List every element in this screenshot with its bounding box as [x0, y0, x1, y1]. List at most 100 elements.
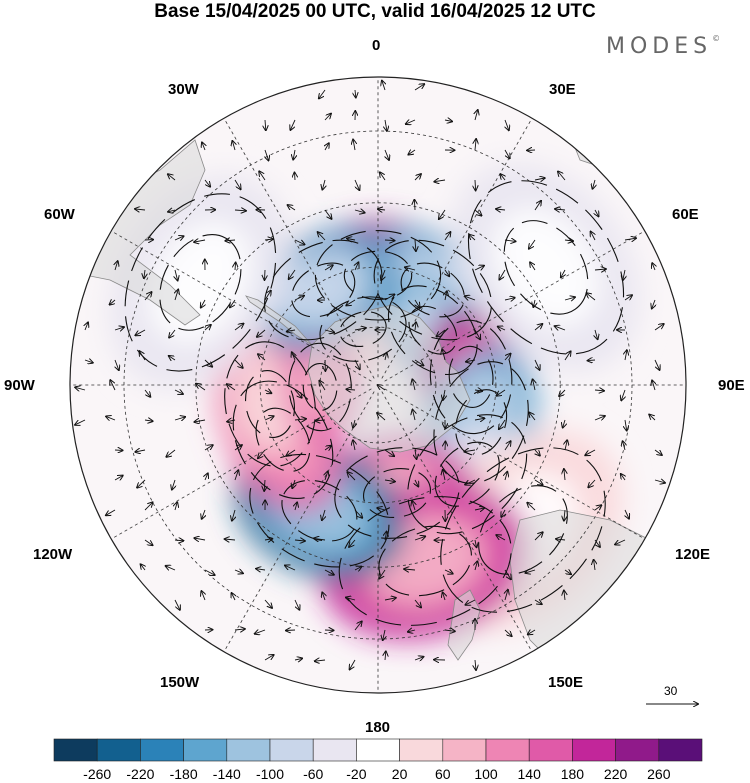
wind-arrow: [534, 201, 541, 211]
wind-arrow: [533, 379, 535, 391]
wind-arrow: [295, 173, 296, 181]
wind-arrow: [414, 657, 423, 660]
wind-arrow: [625, 350, 627, 361]
wind-arrow: [564, 509, 565, 521]
wind-arrow: [319, 381, 326, 391]
wind-arrow: [534, 324, 542, 331]
wind-arrow: [287, 330, 296, 331]
colorbar-swatch: [96, 738, 141, 762]
wind-arrow: [314, 538, 326, 540]
wind-arrow: [204, 359, 212, 367]
wind-arrow: [204, 179, 210, 187]
wind-arrow: [234, 629, 245, 630]
wind-arrow: [504, 149, 510, 158]
lon-label-30e: 30E: [549, 81, 576, 98]
wind-arrow: [353, 140, 355, 151]
wind-arrow: [535, 449, 540, 456]
wind-arrow: [384, 480, 395, 482]
wind-arrow: [324, 569, 334, 575]
wind-arrow: [444, 120, 452, 121]
wind-arrow: [497, 389, 506, 396]
wind-arrow: [415, 239, 416, 251]
wind-arrow: [384, 240, 394, 241]
wind-arrow: [144, 539, 153, 545]
wind-arrow: [475, 561, 477, 571]
wind-arrow: [234, 179, 241, 189]
wind-arrow: [505, 472, 507, 481]
wind-arrow: [347, 389, 356, 390]
wind-arrow: [498, 327, 506, 330]
wind-arrow: [528, 630, 536, 634]
streamline: [387, 285, 478, 376]
streamline: [400, 262, 465, 318]
colorbar-swatch: [528, 738, 573, 762]
streamline: [314, 230, 442, 321]
wind-arrow: [654, 450, 662, 455]
wind-arrow: [443, 470, 445, 481]
wind-arrow: [475, 539, 477, 547]
colorbar-tick-label: -260: [83, 766, 112, 782]
wind-arrow: [285, 566, 296, 571]
wind-arrow: [354, 622, 362, 631]
wind-arrow: [227, 384, 236, 391]
wind-arrow: [474, 508, 484, 510]
wind-arrow: [322, 509, 325, 520]
wind-arrow: [474, 418, 484, 420]
streamline: [255, 407, 311, 472]
wind-arrow: [504, 298, 515, 300]
wind-arrow: [85, 323, 88, 331]
wind-arrow: [230, 299, 236, 307]
wind-arrow: [414, 536, 425, 540]
graticule: [70, 77, 686, 693]
wind-arrow: [624, 238, 636, 240]
wind-arrow: [294, 296, 304, 300]
wind-arrow: [166, 566, 176, 570]
vector-scale-label: 30: [664, 684, 678, 698]
wind-arrow: [324, 114, 331, 121]
wind-arrow: [232, 509, 235, 521]
wind-arrow: [139, 351, 146, 361]
colorbar-tick-label: -100: [255, 766, 285, 782]
wind-arrow: [135, 450, 146, 452]
wind-arrow: [264, 390, 271, 393]
wind-arrow: [353, 419, 355, 428]
wind-arrow: [591, 232, 595, 241]
antarctica-landmass: [307, 304, 471, 453]
lon-label-120w: 120W: [33, 546, 73, 563]
wind-arrow: [558, 172, 566, 181]
streamline: [281, 479, 358, 542]
wind-arrow: [172, 479, 175, 490]
wind-arrow: [256, 569, 266, 570]
wind-arrow: [585, 449, 596, 455]
wind-arrow: [385, 119, 387, 131]
lon-label-30w: 30W: [168, 81, 199, 98]
wind-arrow: [141, 564, 145, 571]
wind-arrow: [414, 84, 424, 91]
colorbar-tick-label: 60: [435, 766, 451, 782]
wind-arrow: [564, 570, 571, 574]
wind-arrow: [75, 419, 86, 425]
streamline: [232, 380, 334, 499]
colorbar-tick-label: 140: [517, 766, 541, 782]
wind-arrow: [444, 232, 450, 241]
wind-arrow: [137, 479, 146, 488]
wind-arrow: [594, 505, 601, 510]
wind-arrow: [559, 389, 566, 396]
wind-arrow: [292, 479, 295, 488]
wind-arrow: [534, 600, 542, 604]
wind-arrow: [204, 325, 211, 330]
colorbar-swatch: [485, 738, 530, 762]
wind-arrow: [354, 179, 359, 190]
colorbar-swatch: [312, 738, 357, 762]
wind-arrow: [234, 324, 243, 331]
lon-label-90w: 90W: [4, 377, 35, 394]
wind-arrow: [505, 590, 508, 601]
wind-arrow: [316, 420, 326, 421]
wind-arrow: [114, 476, 123, 480]
wind-arrow: [654, 359, 660, 370]
wind-arrow: [654, 324, 664, 331]
wind-arrow: [623, 269, 625, 280]
streamline: [408, 305, 458, 355]
wind-arrow: [110, 300, 115, 305]
